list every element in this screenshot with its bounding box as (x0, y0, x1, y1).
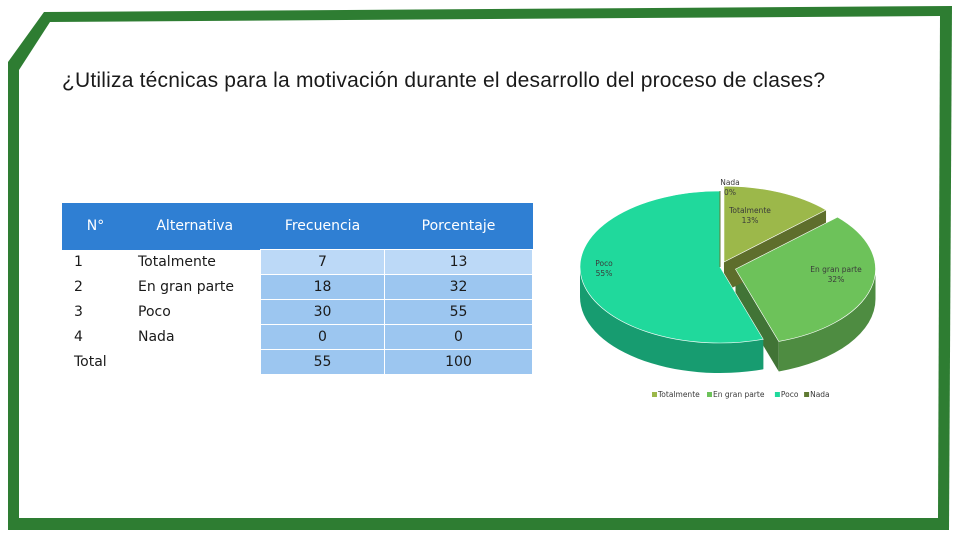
cell-frecuencia: 7 (260, 249, 385, 275)
cell-n: 2 (62, 274, 130, 300)
cell-frecuencia: 18 (260, 274, 385, 300)
table-row: 4 Nada 0 0 (62, 324, 533, 350)
legend-label: Nada (810, 390, 830, 399)
pie-slice-poco (579, 190, 764, 344)
cell-alternativa (130, 349, 261, 375)
cell-n: Total (62, 349, 130, 375)
pie-slice-side (778, 269, 876, 372)
cell-porcentaje: 55 (384, 299, 533, 325)
cell-n: 1 (62, 249, 130, 275)
cell-porcentaje: 0 (384, 324, 533, 350)
table-row-total: Total 55 100 (62, 349, 533, 375)
cell-frecuencia: 55 (260, 349, 385, 375)
legend-swatch (707, 392, 712, 397)
cell-alternativa: Nada (130, 324, 261, 350)
pie-slice-en-gran-parte (735, 216, 876, 342)
cell-porcentaje: 100 (384, 349, 533, 375)
cell-n: 3 (62, 299, 130, 325)
header-alternativa: Alternativa (130, 203, 261, 250)
legend-label: En gran parte (713, 390, 765, 399)
cell-alternativa: En gran parte (130, 274, 261, 300)
legend-swatch (804, 392, 810, 397)
pie-slice-cut (735, 269, 779, 372)
table-row: 2 En gran parte 18 32 (62, 274, 533, 300)
cell-alternativa: Totalmente (130, 249, 261, 275)
legend-swatch (774, 392, 780, 397)
header-frecuencia: Frecuencia (260, 203, 385, 250)
data-label-totalmente: Totalmente 13% (728, 206, 771, 225)
table-row: 3 Poco 30 55 (62, 299, 533, 325)
pie-slice-side (580, 267, 764, 373)
legend-label: Poco (781, 390, 799, 399)
pie-chart: Totalmente 13% En gran parte 32% Poco 55% Nada… (579, 178, 876, 399)
cell-alternativa: Poco (130, 299, 261, 325)
legend-swatch (652, 392, 657, 397)
cell-frecuencia: 30 (260, 299, 385, 325)
pie-slice-totalmente (723, 185, 827, 263)
data-label-nada: Nada 0% (720, 178, 740, 197)
data-table: N° Alternativa Frecuencia Porcentaje 1 T… (62, 203, 533, 375)
data-label-poco: Poco 55% (595, 259, 613, 278)
legend-label: Totalmente (657, 390, 700, 399)
cell-n: 4 (62, 324, 130, 350)
cell-porcentaje: 13 (384, 249, 533, 275)
header-n: N° (62, 203, 130, 250)
data-label-en-gran-parte: En gran parte 32% (810, 265, 862, 284)
slide-title: ¿Utiliza técnicas para la motivación dur… (62, 69, 826, 92)
table-row: 1 Totalmente 7 13 (62, 249, 533, 275)
header-porcentaje: Porcentaje (384, 203, 533, 250)
cell-porcentaje: 32 (384, 274, 533, 300)
table-header-row: N° Alternativa Frecuencia Porcentaje (62, 203, 533, 250)
cell-frecuencia: 0 (260, 324, 385, 350)
